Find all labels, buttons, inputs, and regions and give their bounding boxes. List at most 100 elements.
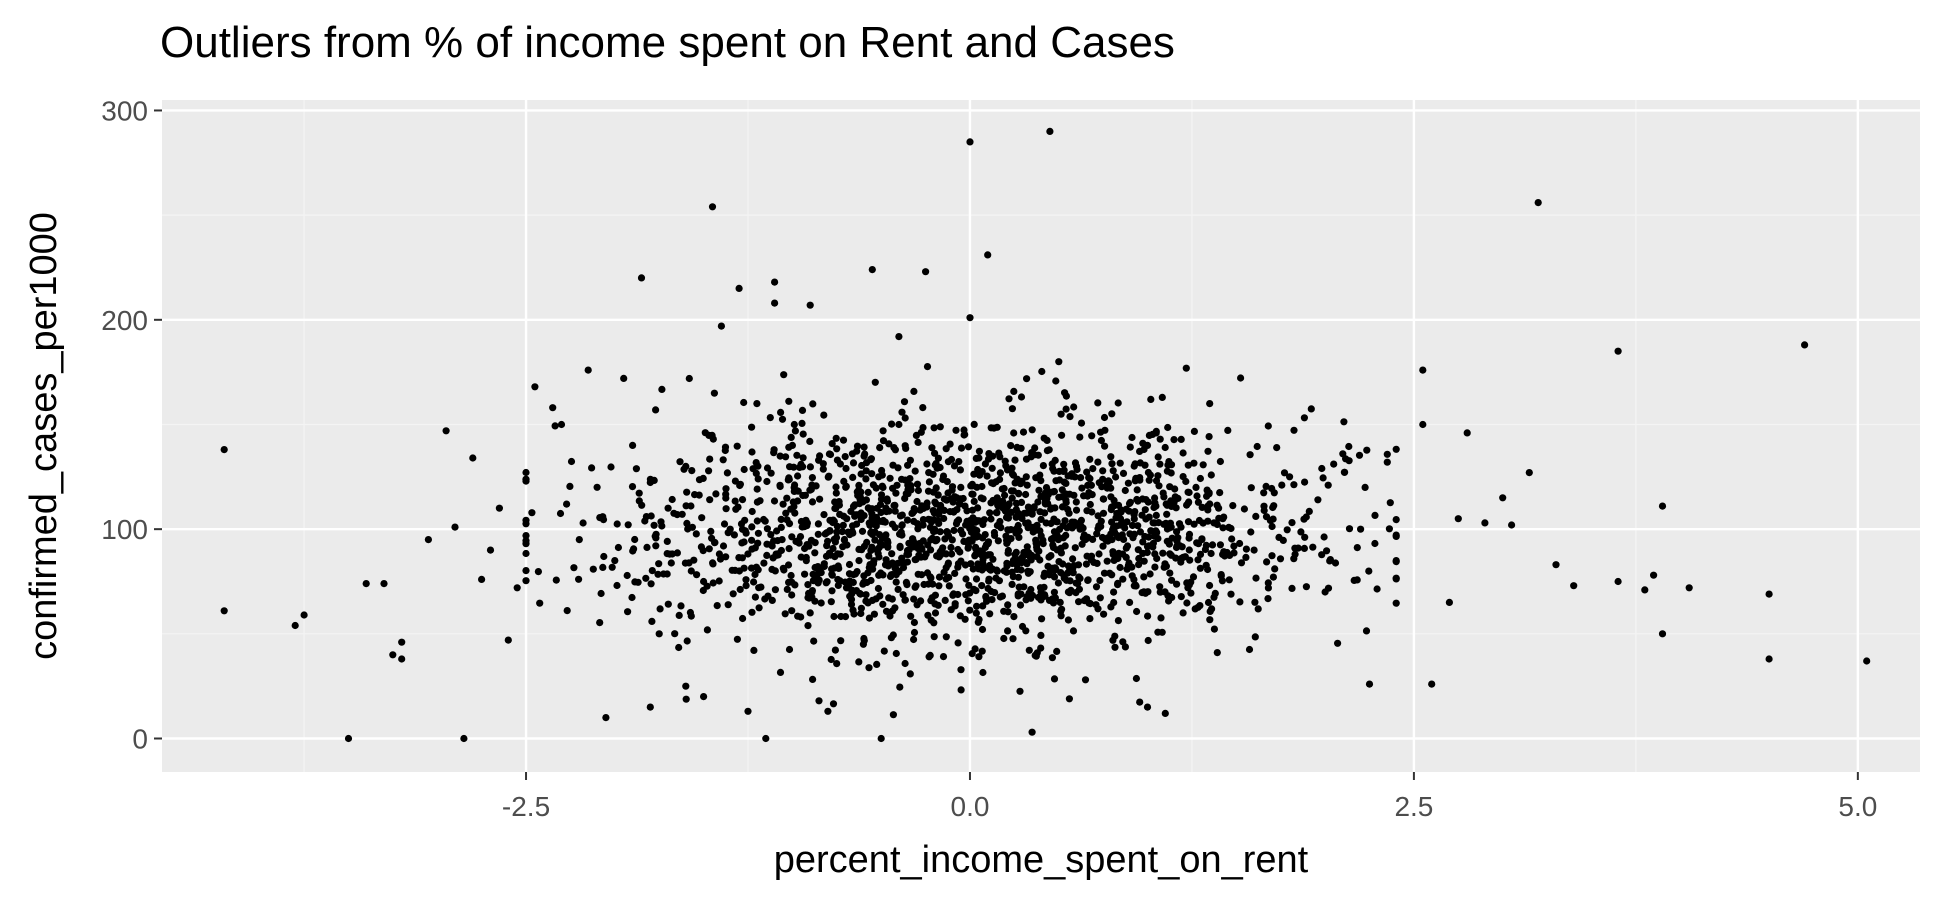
data-point — [973, 602, 981, 610]
data-point — [957, 526, 965, 535]
data-point — [646, 475, 655, 483]
data-point — [1047, 504, 1055, 512]
data-point — [888, 520, 897, 528]
data-point — [747, 564, 756, 572]
data-point — [1357, 525, 1365, 533]
data-point — [1050, 588, 1058, 596]
data-point — [567, 457, 576, 466]
data-point — [1166, 483, 1174, 491]
data-point — [1419, 420, 1427, 429]
data-point — [1185, 546, 1193, 554]
data-point — [1041, 592, 1049, 600]
data-point — [1094, 458, 1102, 466]
data-point — [1166, 569, 1174, 577]
data-point — [828, 440, 836, 448]
data-point — [787, 433, 795, 441]
data-point — [901, 596, 909, 604]
data-point — [1242, 553, 1250, 562]
data-point — [1126, 498, 1134, 506]
data-point — [1072, 498, 1080, 506]
data-point — [833, 528, 841, 536]
data-point — [744, 707, 752, 715]
data-point — [1151, 494, 1159, 502]
data-point — [1167, 523, 1175, 531]
data-point — [628, 593, 636, 602]
data-point — [1055, 493, 1063, 501]
data-point — [809, 400, 817, 408]
data-point — [771, 278, 779, 286]
data-point — [948, 483, 957, 491]
data-point — [763, 525, 772, 533]
data-point — [806, 463, 815, 471]
data-point — [1143, 703, 1152, 711]
data-point — [1015, 533, 1023, 542]
data-point — [849, 473, 857, 481]
data-point — [1003, 559, 1011, 567]
data-point — [831, 646, 840, 654]
data-point — [820, 510, 828, 519]
data-point — [867, 546, 875, 555]
data-point — [1225, 576, 1233, 584]
data-point — [1219, 524, 1227, 532]
data-point — [1685, 584, 1693, 592]
data-point — [1100, 413, 1109, 422]
data-point — [1355, 451, 1364, 459]
data-point — [896, 542, 904, 551]
data-point — [979, 534, 987, 542]
data-point — [1552, 561, 1560, 569]
data-point — [983, 472, 991, 480]
data-point — [1121, 486, 1129, 495]
data-point — [1481, 519, 1489, 527]
data-point — [975, 447, 984, 455]
data-point — [855, 658, 863, 666]
data-point — [1138, 511, 1146, 519]
data-point — [1300, 544, 1308, 553]
data-point — [913, 480, 922, 488]
data-point — [1164, 592, 1172, 600]
data-point — [1139, 439, 1147, 447]
data-point — [719, 542, 728, 550]
data-point — [1084, 481, 1092, 489]
data-point — [785, 520, 794, 528]
data-point — [735, 567, 744, 575]
data-point — [909, 509, 917, 517]
data-point — [776, 668, 785, 677]
data-point — [1086, 500, 1094, 509]
data-point — [1268, 522, 1276, 531]
data-point — [1004, 627, 1012, 635]
data-point — [826, 450, 835, 459]
data-point — [826, 516, 834, 524]
data-point — [966, 516, 974, 525]
data-point — [1119, 575, 1127, 583]
data-point — [1236, 598, 1244, 606]
data-point — [797, 553, 805, 561]
data-point — [1111, 643, 1119, 651]
data-point — [798, 419, 806, 427]
data-point — [1128, 521, 1137, 530]
x-axis-title: percent_income_spent_on_rent — [774, 839, 1309, 881]
data-point — [1114, 399, 1122, 407]
data-point — [1010, 387, 1018, 395]
data-point — [811, 539, 819, 547]
data-point — [926, 573, 934, 581]
data-point — [1101, 426, 1109, 434]
data-point — [1199, 461, 1207, 469]
data-point — [889, 461, 897, 469]
data-point — [792, 537, 800, 546]
data-point — [1027, 556, 1035, 564]
data-point — [469, 454, 477, 462]
data-point — [936, 423, 944, 431]
data-point — [737, 520, 746, 528]
data-point — [589, 565, 597, 573]
data-point — [629, 441, 637, 449]
data-point — [1323, 547, 1331, 555]
data-point — [1040, 434, 1048, 442]
data-point — [979, 668, 987, 677]
data-point — [1087, 552, 1096, 560]
data-point — [783, 585, 791, 594]
data-point — [673, 510, 681, 519]
data-point — [1131, 460, 1139, 468]
data-point — [1089, 465, 1097, 473]
data-point — [613, 581, 621, 590]
data-point — [833, 445, 841, 453]
